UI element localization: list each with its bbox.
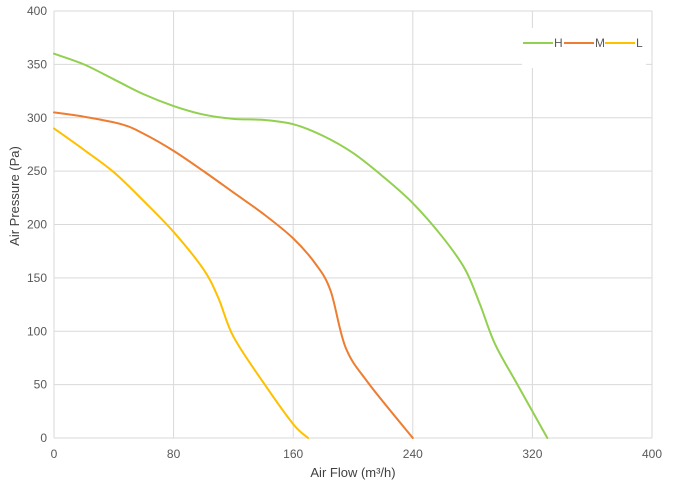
legend-label-m: M xyxy=(595,36,605,50)
x-tick-label: 320 xyxy=(522,447,542,461)
x-tick-label: 80 xyxy=(167,447,181,461)
y-tick-label: 0 xyxy=(40,431,47,445)
y-tick-label: 400 xyxy=(27,4,47,18)
y-tick-label: 100 xyxy=(27,324,47,338)
x-tick-label: 400 xyxy=(642,447,662,461)
x-axis-title: Air Flow (m³/h) xyxy=(310,465,395,480)
legend-background xyxy=(522,28,646,68)
series-line-l xyxy=(53,127,310,439)
y-tick-label: 150 xyxy=(27,271,47,285)
y-axis-tick-labels: 0 50 100 150 200 250 300 350 400 xyxy=(27,4,47,445)
legend-label-l: L xyxy=(636,36,643,50)
series-line-m xyxy=(53,111,414,439)
x-tick-label: 240 xyxy=(403,447,423,461)
x-axis-tick-labels: 0 80 160 240 320 400 xyxy=(51,447,663,461)
y-tick-label: 50 xyxy=(34,378,48,392)
y-axis-title: Air Pressure (Pa) xyxy=(7,146,22,246)
y-tick-label: 200 xyxy=(27,218,47,232)
x-tick-label: 160 xyxy=(283,447,303,461)
y-tick-label: 350 xyxy=(27,57,47,71)
legend-label-h: H xyxy=(554,36,563,50)
y-tick-label: 250 xyxy=(27,164,47,178)
y-tick-label: 300 xyxy=(27,111,47,125)
series-lines xyxy=(53,52,549,439)
series-line-h xyxy=(53,52,549,439)
x-tick-label: 0 xyxy=(51,447,58,461)
grid-lines xyxy=(53,10,653,439)
